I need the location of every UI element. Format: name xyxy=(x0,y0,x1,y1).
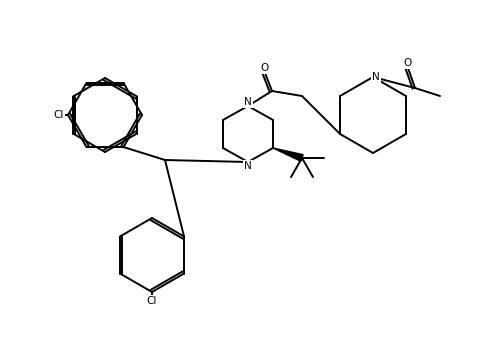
Text: O: O xyxy=(261,63,269,73)
Text: N: N xyxy=(243,161,252,171)
Text: Cl: Cl xyxy=(146,296,157,306)
Text: N: N xyxy=(371,72,379,82)
Text: Cl: Cl xyxy=(54,110,64,120)
Text: N: N xyxy=(243,97,252,107)
Polygon shape xyxy=(273,148,303,161)
Text: O: O xyxy=(403,58,411,68)
